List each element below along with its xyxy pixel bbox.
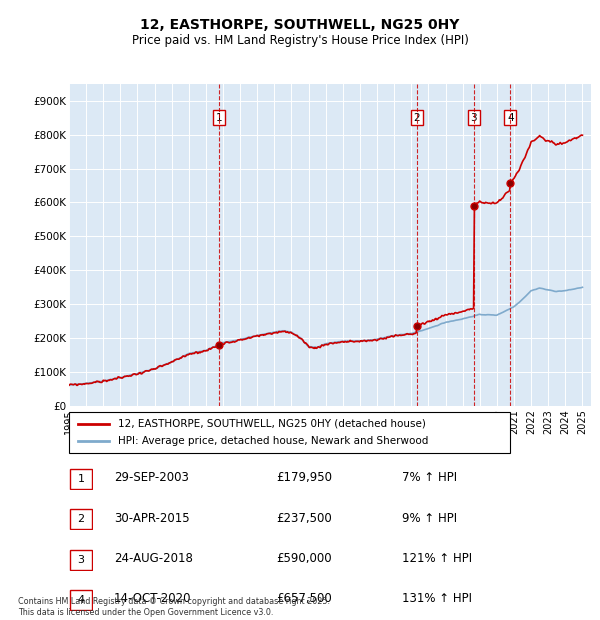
Text: 2: 2 [77,514,85,525]
Text: £237,500: £237,500 [276,512,332,525]
Text: 24-AUG-2018: 24-AUG-2018 [114,552,193,565]
Text: 7% ↑ HPI: 7% ↑ HPI [402,471,457,484]
Text: £179,950: £179,950 [276,471,332,484]
Text: 9% ↑ HPI: 9% ↑ HPI [402,512,457,525]
Text: 14-OCT-2020: 14-OCT-2020 [114,592,191,605]
Text: 30-APR-2015: 30-APR-2015 [114,512,190,525]
Text: 2: 2 [413,113,420,123]
Text: Contains HM Land Registry data © Crown copyright and database right 2025.
This d: Contains HM Land Registry data © Crown c… [18,598,330,617]
Text: 3: 3 [77,554,85,565]
Text: 4: 4 [77,595,85,605]
Text: 12, EASTHORPE, SOUTHWELL, NG25 0HY (detached house): 12, EASTHORPE, SOUTHWELL, NG25 0HY (deta… [118,418,425,428]
Text: 12, EASTHORPE, SOUTHWELL, NG25 0HY: 12, EASTHORPE, SOUTHWELL, NG25 0HY [140,18,460,32]
Text: Price paid vs. HM Land Registry's House Price Index (HPI): Price paid vs. HM Land Registry's House … [131,34,469,46]
Text: HPI: Average price, detached house, Newark and Sherwood: HPI: Average price, detached house, Newa… [118,436,428,446]
Text: 1: 1 [215,113,222,123]
Text: 29-SEP-2003: 29-SEP-2003 [114,471,189,484]
Text: £590,000: £590,000 [276,552,332,565]
Text: 4: 4 [507,113,514,123]
Text: 3: 3 [470,113,477,123]
Text: 121% ↑ HPI: 121% ↑ HPI [402,552,472,565]
Text: £657,500: £657,500 [276,592,332,605]
Text: 1: 1 [77,474,85,484]
Text: 131% ↑ HPI: 131% ↑ HPI [402,592,472,605]
